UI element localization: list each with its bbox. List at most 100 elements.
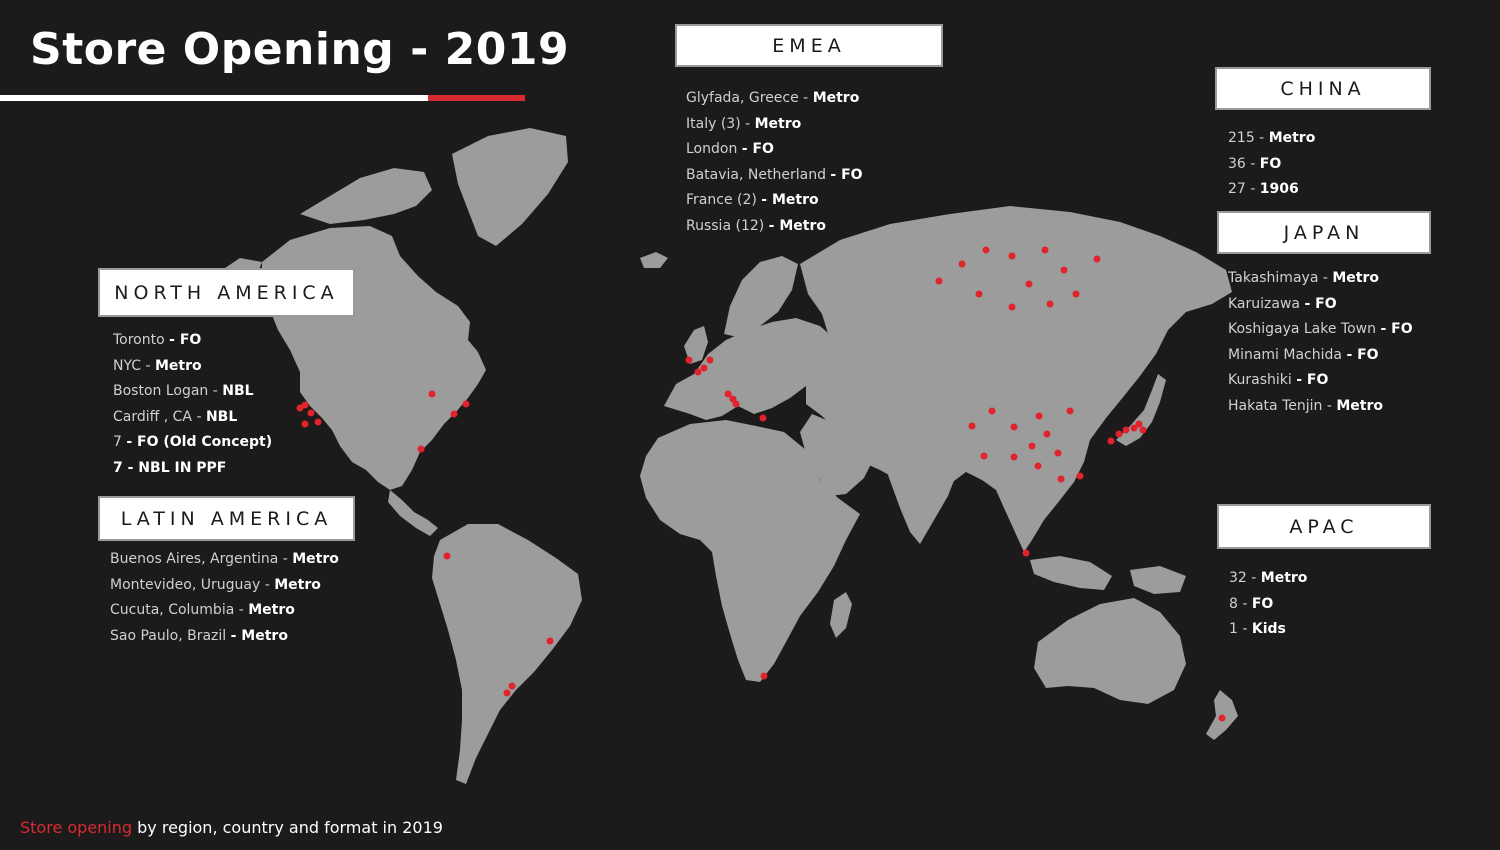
store-marker	[508, 682, 516, 690]
store-marker	[1008, 303, 1016, 311]
region-list-japan: Takashimaya - Metro Karuizawa - FO Koshi…	[1228, 266, 1413, 419]
landmass-madagascar	[830, 592, 852, 638]
list-item: 7 - NBL IN PPF	[113, 459, 227, 476]
store-marker	[975, 290, 983, 298]
store-marker	[1060, 266, 1068, 274]
store-marker	[1072, 290, 1080, 298]
store-marker	[760, 672, 768, 680]
store-marker	[462, 400, 470, 408]
store-marker	[1054, 449, 1062, 457]
store-marker	[428, 390, 436, 398]
store-marker	[1107, 437, 1115, 445]
store-marker	[301, 401, 309, 409]
list-item: NYC - Metro	[113, 357, 202, 374]
landmass-greenland	[452, 128, 568, 246]
store-marker	[706, 356, 714, 364]
store-marker	[700, 364, 708, 372]
footer-caption: Store opening by region, country and for…	[20, 818, 443, 837]
title-underline	[0, 95, 525, 101]
list-item: 36 - FO	[1228, 155, 1282, 172]
footer-text: by region, country and format in 2019	[132, 818, 443, 837]
landmass-india	[884, 440, 958, 544]
list-item: Cucuta, Columbia - Metro	[110, 602, 295, 618]
store-marker	[503, 689, 511, 697]
store-markers	[296, 246, 1226, 722]
landmass-scandinavia	[724, 256, 798, 338]
store-marker	[685, 356, 693, 364]
store-marker	[314, 418, 322, 426]
footer-highlight: Store opening	[20, 818, 133, 837]
store-marker	[988, 407, 996, 415]
list-item: 215 - Metro	[1228, 130, 1316, 146]
region-list-north-america: Toronto - FO NYC - Metro Boston Logan - …	[113, 328, 272, 481]
store-marker	[307, 409, 315, 417]
list-item: Kurashiki - FO	[1228, 372, 1329, 388]
list-item: Minami Machida - FO	[1228, 346, 1379, 363]
list-item: Takashimaya - Metro	[1228, 270, 1379, 286]
landmass-north-america	[262, 226, 486, 490]
list-item: Cardiff , CA - NBL	[113, 408, 238, 425]
landmass-australia	[1034, 598, 1186, 704]
list-item: 1 - Kids	[1229, 621, 1286, 637]
store-marker	[1135, 420, 1143, 428]
region-list-emea: Glyfada, Greece - Metro Italy (3) - Metr…	[686, 86, 863, 239]
region-box-latin-america: LATIN AMERICA	[98, 496, 355, 541]
store-marker	[1043, 430, 1051, 438]
store-marker	[935, 277, 943, 285]
store-marker	[450, 410, 458, 418]
list-item: Italy (3) - Metro	[686, 115, 802, 132]
list-item: Karuizawa - FO	[1228, 295, 1337, 312]
landmass-arctic-islands	[300, 168, 432, 224]
store-marker	[759, 414, 767, 422]
list-item: 8 - FO	[1229, 595, 1274, 612]
store-marker	[1115, 430, 1123, 438]
store-marker	[1066, 407, 1074, 415]
region-box-emea: EMEA	[675, 24, 943, 67]
store-marker	[1041, 246, 1049, 254]
store-marker	[301, 420, 309, 428]
store-marker	[1046, 300, 1054, 308]
store-marker	[1122, 426, 1130, 434]
store-marker	[958, 260, 966, 268]
landmass-se-asia-islands	[1030, 556, 1112, 590]
region-list-latin-america: Buenos Aires, Argentina - Metro Montevid…	[110, 547, 339, 649]
store-marker	[1139, 426, 1147, 434]
region-list-apac: 32 - Metro 8 - FO 1 - Kids	[1229, 566, 1307, 643]
store-marker	[1010, 453, 1018, 461]
list-item: Montevideo, Uruguay - Metro	[110, 576, 321, 593]
store-marker	[1034, 462, 1042, 470]
landmass-britain	[684, 326, 708, 364]
landmass-asia	[800, 206, 1232, 552]
landmass-south-america	[432, 524, 582, 784]
store-marker	[1035, 412, 1043, 420]
landmass-new-guinea	[1130, 566, 1186, 594]
list-item: 27 - 1906	[1228, 181, 1299, 197]
store-marker	[1010, 423, 1018, 431]
store-marker	[732, 400, 740, 408]
list-item: 7 - FO (Old Concept)	[113, 434, 273, 450]
store-marker	[1025, 280, 1033, 288]
region-list-china: 215 - Metro 36 - FO 27 - 1906	[1228, 126, 1315, 203]
store-marker	[417, 445, 425, 453]
list-item: Koshigaya Lake Town - FO	[1228, 321, 1413, 337]
list-item: Toronto - FO	[113, 332, 202, 348]
list-item: France (2) - Metro	[686, 192, 819, 208]
store-marker	[968, 422, 976, 430]
store-marker	[982, 246, 990, 254]
landmass-arabia	[800, 414, 874, 496]
list-item: Buenos Aires, Argentina - Metro	[110, 551, 339, 567]
store-marker	[1057, 475, 1065, 483]
list-item: Hakata Tenjin - Metro	[1228, 397, 1383, 414]
list-item: Glyfada, Greece - Metro	[686, 90, 860, 106]
store-marker	[1008, 252, 1016, 260]
region-box-north-america: NORTH AMERICA	[98, 268, 355, 317]
list-item: 32 - Metro	[1229, 570, 1308, 586]
store-marker	[694, 368, 702, 376]
title-underline-white	[0, 95, 428, 101]
store-marker	[1022, 549, 1030, 557]
store-marker	[1028, 442, 1036, 450]
list-item: Russia (12) - Metro	[686, 217, 826, 234]
title-underline-red	[428, 95, 525, 101]
store-marker	[980, 452, 988, 460]
